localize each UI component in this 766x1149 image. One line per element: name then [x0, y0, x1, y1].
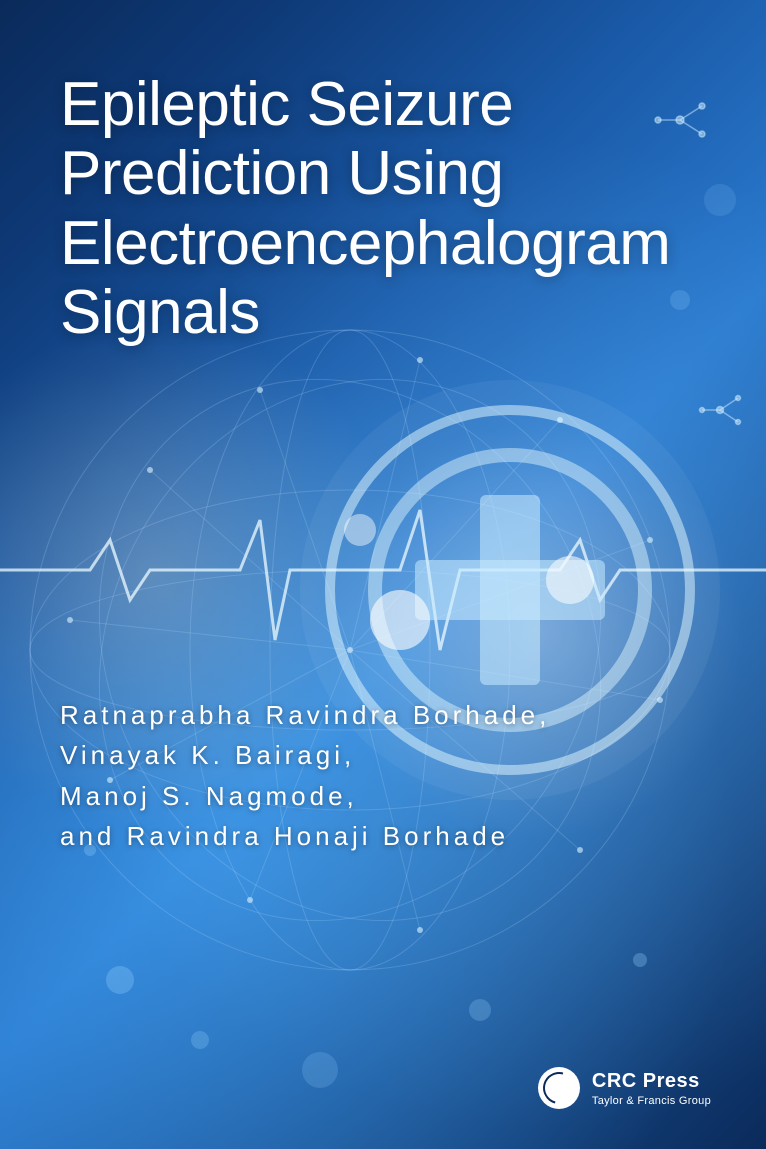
book-cover: Epileptic Seizure Prediction Using Elect… [0, 0, 766, 1149]
author-line: Vinayak K. Bairagi, [60, 735, 550, 775]
publisher-block: CRC Press Taylor & Francis Group [538, 1067, 711, 1109]
author-line: Manoj S. Nagmode, [60, 776, 550, 816]
publisher-text: CRC Press Taylor & Francis Group [592, 1070, 711, 1107]
publisher-name: CRC Press [592, 1070, 711, 1093]
author-line: Ratnaprabha Ravindra Borhade, [60, 695, 550, 735]
author-line: and Ravindra Honaji Borhade [60, 816, 550, 856]
publisher-tagline: Taylor & Francis Group [592, 1095, 711, 1107]
crc-press-logo-icon [538, 1067, 580, 1109]
book-title: Epileptic Seizure Prediction Using Elect… [60, 70, 726, 348]
authors-block: Ratnaprabha Ravindra Borhade, Vinayak K.… [60, 695, 550, 856]
